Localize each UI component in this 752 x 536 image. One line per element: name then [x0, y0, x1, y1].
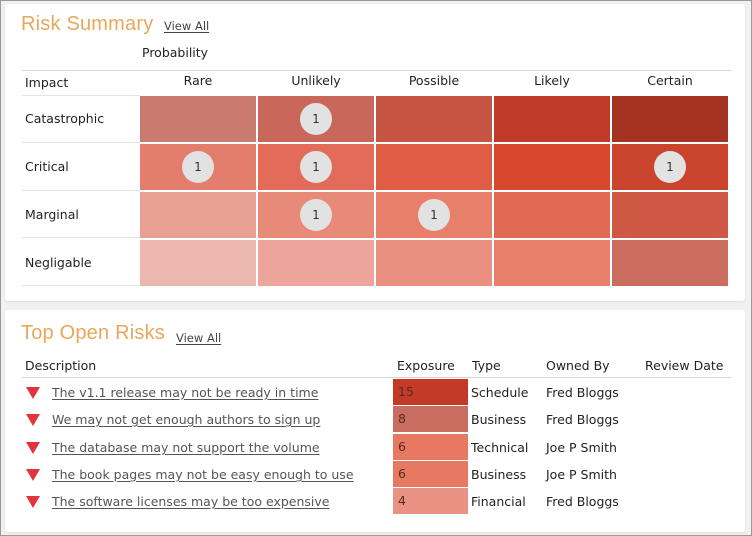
exposure-cell: 8 [393, 406, 468, 432]
exposure-cell: 15 [393, 379, 468, 405]
matrix-cell-catastrophic-certain[interactable] [612, 96, 728, 142]
matrix-cell-negligable-possible[interactable] [376, 240, 492, 286]
exposure-cell: 6 [393, 461, 468, 487]
table-row[interactable]: The book pages may not be easy enough to… [5, 461, 745, 488]
matrix-cell-marginal-rare[interactable] [140, 192, 256, 238]
column-header-description: Description [25, 358, 97, 373]
matrix-cell-critical-certain[interactable]: 1 [612, 144, 728, 190]
probability-label: Probability [142, 45, 209, 60]
column-header-likely: Likely [534, 73, 570, 88]
risk-summary-view-all-link[interactable]: View All [164, 19, 210, 33]
risk-summary-title: Risk Summary [21, 13, 154, 35]
matrix-cell-marginal-possible[interactable]: 1 [376, 192, 492, 238]
row-label-marginal: Marginal [25, 207, 79, 222]
column-header-rare: Rare [183, 73, 213, 88]
table-row[interactable]: We may not get enough authors to sign up… [5, 406, 745, 433]
matrix-cell-catastrophic-possible[interactable] [376, 96, 492, 142]
row-label-negligable: Negligable [25, 255, 92, 270]
risk-owner: Fred Bloggs [546, 385, 619, 400]
column-header-type: Type [472, 358, 501, 373]
risk-type: Financial [471, 494, 526, 509]
matrix-cell-critical-unlikely[interactable]: 1 [258, 144, 374, 190]
risk-indicator-icon [26, 387, 40, 399]
risk-description-link[interactable]: The database may not support the volume [52, 440, 320, 455]
table-row[interactable]: The database may not support the volume … [5, 434, 745, 461]
risk-description-link[interactable]: We may not get enough authors to sign up [52, 412, 321, 427]
risk-description-link[interactable]: The book pages may not be easy enough to… [52, 467, 354, 482]
column-header-unlikely: Unlikely [291, 73, 341, 88]
risk-count-badge[interactable]: 1 [300, 151, 332, 183]
matrix-cell-negligable-likely[interactable] [494, 240, 610, 286]
risk-indicator-icon [26, 442, 40, 454]
risk-count-badge[interactable]: 1 [418, 199, 450, 231]
column-header-review-date: Review Date [645, 358, 724, 373]
risk-count-badge[interactable]: 1 [300, 199, 332, 231]
exposure-cell: 6 [393, 434, 468, 460]
column-header-owned-by: Owned By [546, 358, 610, 373]
table-row[interactable]: The software licenses may be too expensi… [5, 488, 745, 515]
risk-type: Business [471, 467, 527, 482]
column-header-exposure: Exposure [397, 358, 455, 373]
row-label-catastrophic: Catastrophic [25, 111, 105, 126]
matrix-cell-marginal-certain[interactable] [612, 192, 728, 238]
matrix-cell-negligable-rare[interactable] [140, 240, 256, 286]
risk-count-badge[interactable]: 1 [654, 151, 686, 183]
risk-summary-panel: Risk Summary View All Probability Impact… [5, 4, 745, 301]
risk-type: Business [471, 412, 527, 427]
risk-indicator-icon [26, 469, 40, 481]
risk-type: Schedule [471, 385, 529, 400]
matrix-cell-critical-rare[interactable]: 1 [140, 144, 256, 190]
risk-indicator-icon [26, 496, 40, 508]
exposure-cell: 4 [393, 488, 468, 514]
matrix-cell-catastrophic-unlikely[interactable]: 1 [258, 96, 374, 142]
row-divider [22, 95, 140, 96]
matrix-cell-marginal-likely[interactable] [494, 192, 610, 238]
risk-count-badge[interactable]: 1 [182, 151, 214, 183]
matrix-cell-critical-likely[interactable] [494, 144, 610, 190]
risks-header-divider [22, 377, 731, 378]
risk-owner: Joe P Smith [546, 440, 617, 455]
risk-owner: Joe P Smith [546, 467, 617, 482]
impact-label: Impact [25, 75, 69, 90]
top-open-risks-title: Top Open Risks [21, 322, 165, 344]
row-divider [22, 285, 140, 286]
row-divider [22, 142, 140, 143]
risk-owner: Fred Bloggs [546, 412, 619, 427]
row-label-critical: Critical [25, 159, 69, 174]
risk-description-link[interactable]: The software licenses may be too expensi… [52, 494, 330, 509]
column-header-possible: Possible [408, 73, 460, 88]
matrix-header-divider [22, 70, 731, 71]
column-header-certain: Certain [647, 73, 693, 88]
risk-type: Technical [471, 440, 529, 455]
table-row[interactable]: The v1.1 release may not be ready in tim… [5, 379, 745, 406]
matrix-cell-negligable-unlikely[interactable] [258, 240, 374, 286]
matrix-cell-negligable-certain[interactable] [612, 240, 728, 286]
risk-description-link[interactable]: The v1.1 release may not be ready in tim… [52, 385, 319, 400]
risk-indicator-icon [26, 414, 40, 426]
row-divider [22, 237, 140, 238]
risk-count-badge[interactable]: 1 [300, 103, 332, 135]
row-divider [22, 190, 140, 191]
risk-owner: Fred Bloggs [546, 494, 619, 509]
top-open-risks-panel: Top Open Risks View All Description Expo… [5, 310, 745, 532]
matrix-cell-marginal-unlikely[interactable]: 1 [258, 192, 374, 238]
matrix-cell-catastrophic-rare[interactable] [140, 96, 256, 142]
matrix-cell-catastrophic-likely[interactable] [494, 96, 610, 142]
top-open-risks-view-all-link[interactable]: View All [176, 331, 222, 345]
matrix-cell-critical-possible[interactable] [376, 144, 492, 190]
